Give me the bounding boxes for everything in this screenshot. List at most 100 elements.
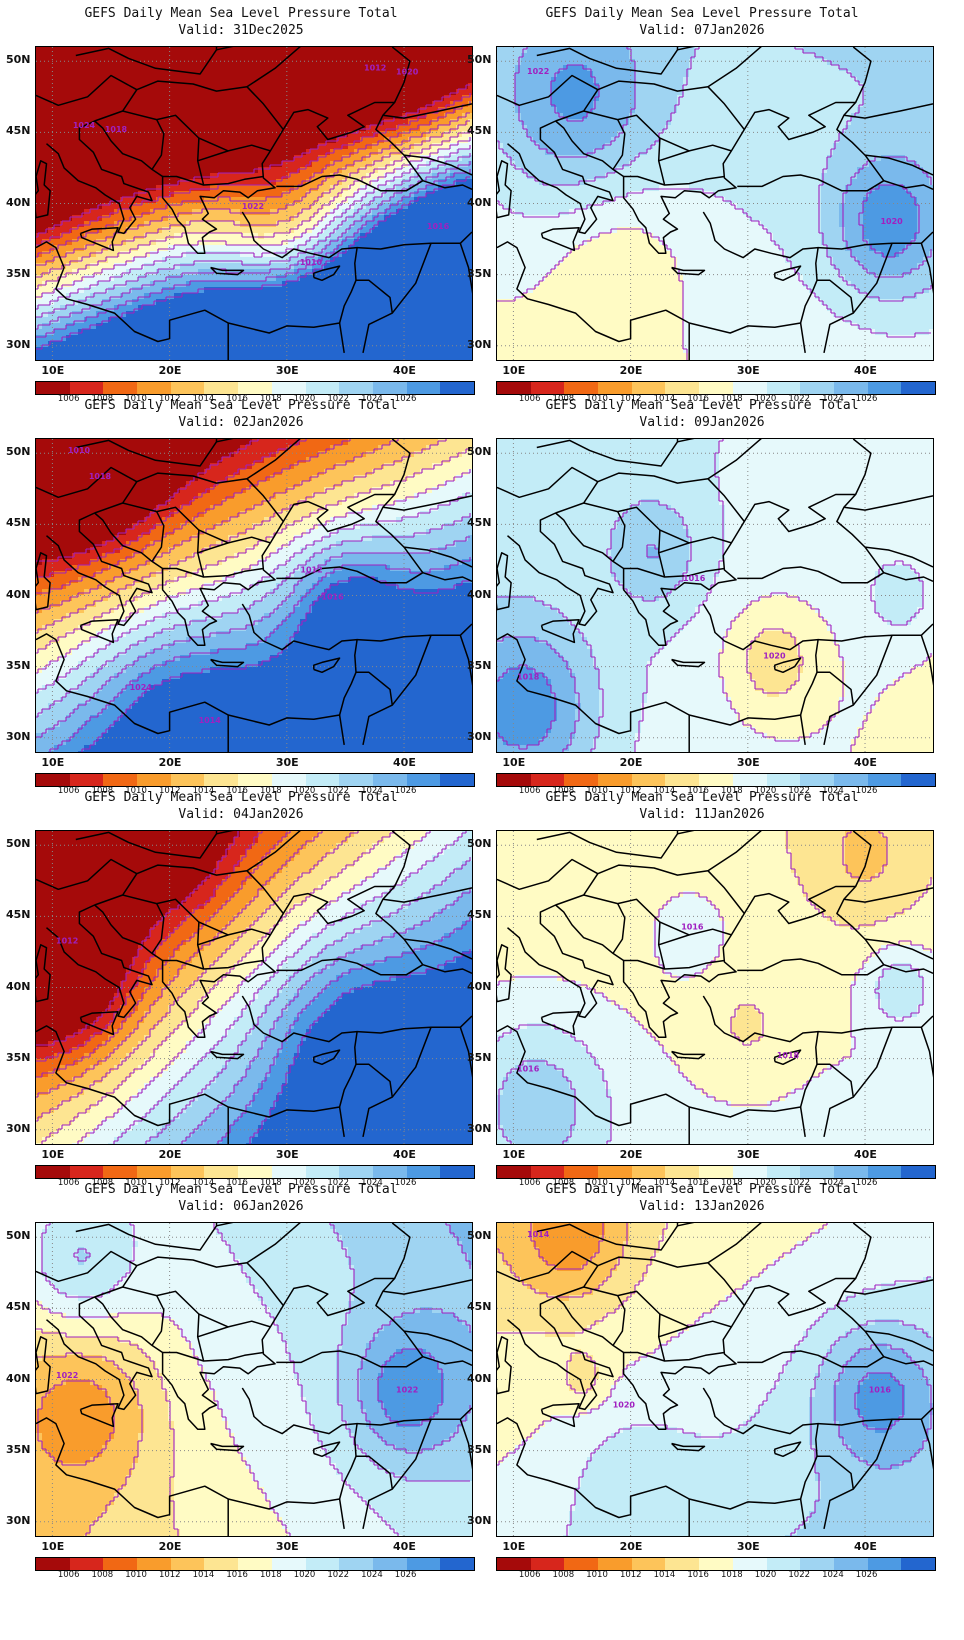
pressure-cell xyxy=(336,125,343,132)
pressure-cell xyxy=(420,311,427,318)
pressure-cell xyxy=(677,101,684,108)
pressure-cell xyxy=(288,311,295,318)
pressure-cell xyxy=(162,293,169,300)
pressure-cell xyxy=(324,155,331,162)
pressure-cell xyxy=(288,149,295,156)
pressure-cell xyxy=(318,299,325,306)
pressure-cell xyxy=(228,143,235,150)
pressure-cell xyxy=(150,185,157,192)
pressure-cell xyxy=(78,311,85,318)
pressure-cell xyxy=(827,65,834,72)
pressure-cell xyxy=(84,161,91,168)
pressure-cell xyxy=(228,251,235,258)
pressure-cell xyxy=(905,83,912,90)
pressure-cell xyxy=(354,257,361,264)
pressure-cell xyxy=(468,311,472,318)
pressure-cell xyxy=(456,83,463,90)
pressure-cell xyxy=(222,233,229,240)
pressure-cell xyxy=(240,257,247,264)
pressure-cell xyxy=(432,275,439,282)
pressure-cell xyxy=(36,335,43,342)
pressure-cell xyxy=(761,95,768,102)
pressure-cell xyxy=(66,119,73,126)
pressure-cell xyxy=(120,83,127,90)
pressure-cell xyxy=(360,65,367,72)
pressure-cell xyxy=(342,143,349,150)
pressure-cell xyxy=(66,347,73,354)
pressure-cell xyxy=(264,227,271,234)
pressure-cell xyxy=(168,83,175,90)
pressure-cell xyxy=(372,209,379,216)
pressure-cell xyxy=(168,263,175,270)
pressure-cell xyxy=(264,47,271,54)
pressure-cell xyxy=(899,59,906,66)
pressure-cell xyxy=(432,233,439,240)
pressure-cell xyxy=(881,53,888,60)
pressure-cell xyxy=(378,143,385,150)
pressure-cell xyxy=(372,263,379,270)
pressure-cell xyxy=(234,197,241,204)
pressure-cell xyxy=(869,89,876,96)
pressure-cell xyxy=(354,317,361,324)
pressure-cell xyxy=(432,251,439,258)
pressure-cell xyxy=(575,77,582,84)
pressure-cell xyxy=(300,125,307,132)
pressure-cell xyxy=(216,95,223,102)
pressure-cell xyxy=(408,233,415,240)
pressure-cell xyxy=(354,233,361,240)
pressure-cell xyxy=(210,197,217,204)
pressure-cell xyxy=(695,107,702,114)
pressure-cell xyxy=(923,125,930,132)
pressure-cell xyxy=(503,47,510,54)
pressure-cell xyxy=(126,239,133,246)
pressure-cell xyxy=(414,107,421,114)
pressure-cell xyxy=(126,227,133,234)
pressure-cell xyxy=(318,83,325,90)
pressure-cell xyxy=(216,257,223,264)
pressure-cell xyxy=(186,161,193,168)
pressure-cell xyxy=(282,173,289,180)
pressure-cell xyxy=(234,227,241,234)
pressure-cell xyxy=(791,83,798,90)
pressure-cell xyxy=(468,53,472,60)
pressure-cell xyxy=(815,83,822,90)
pressure-cell xyxy=(420,245,427,252)
pressure-cell xyxy=(270,137,277,144)
pressure-cell xyxy=(456,113,463,120)
pressure-cell xyxy=(228,257,235,264)
pressure-cell xyxy=(84,47,91,54)
pressure-cell xyxy=(156,311,163,318)
pressure-cell xyxy=(366,203,373,210)
pressure-cell xyxy=(288,359,295,360)
pressure-cell xyxy=(420,191,427,198)
pressure-cell xyxy=(408,305,415,312)
pressure-cell xyxy=(617,71,624,78)
pressure-cell xyxy=(84,341,91,348)
pressure-cell xyxy=(360,257,367,264)
pressure-cell xyxy=(402,125,409,132)
pressure-cell xyxy=(120,89,127,96)
pressure-cell xyxy=(138,125,145,132)
pressure-cell xyxy=(348,107,355,114)
pressure-cell xyxy=(318,101,325,108)
pressure-cell xyxy=(264,359,271,360)
pressure-cell xyxy=(174,77,181,84)
pressure-cell xyxy=(66,227,73,234)
pressure-cell xyxy=(336,191,343,198)
pressure-cell xyxy=(402,83,409,90)
pressure-cell xyxy=(414,101,421,108)
pressure-cell xyxy=(54,341,61,348)
coastline xyxy=(79,226,119,252)
pressure-cell xyxy=(96,107,103,114)
pressure-cell xyxy=(713,71,720,78)
pressure-cell xyxy=(330,269,337,276)
coastline xyxy=(151,119,165,170)
pressure-cell xyxy=(162,257,169,264)
pressure-cell xyxy=(234,287,241,294)
pressure-cell xyxy=(72,89,79,96)
pressure-cell xyxy=(521,47,528,54)
pressure-cell xyxy=(390,155,397,162)
pressure-cell xyxy=(36,65,43,72)
pressure-cell xyxy=(48,317,55,324)
pressure-cell xyxy=(426,143,433,150)
